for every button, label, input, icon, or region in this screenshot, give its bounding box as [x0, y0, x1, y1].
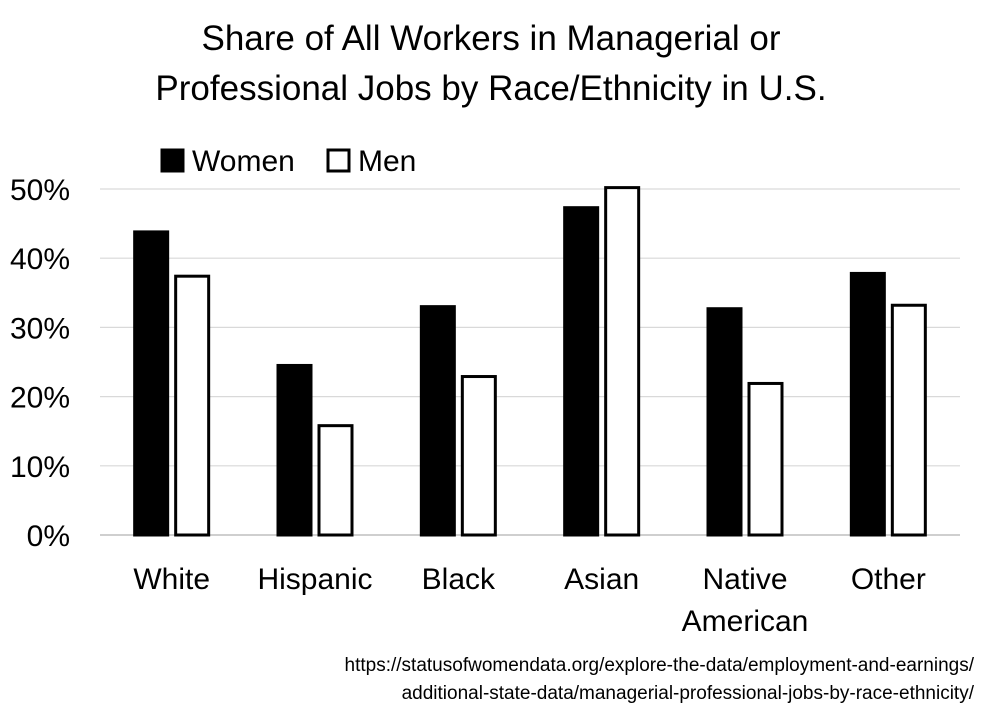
bar-women — [849, 271, 886, 537]
chart-title: Share of All Workers in Managerial or Pr… — [0, 14, 982, 114]
legend-label-women: Women — [192, 145, 295, 178]
bar-women — [419, 305, 456, 537]
bar-men — [604, 186, 641, 537]
bar-men — [174, 274, 211, 537]
y-tick-label: 20% — [10, 382, 70, 415]
bar-women — [563, 206, 600, 537]
y-tick-label: 30% — [10, 312, 70, 345]
bar-men — [890, 303, 927, 537]
bar-men — [747, 381, 784, 537]
y-tick-label: 10% — [10, 451, 70, 484]
x-tick-label: American — [682, 605, 809, 638]
y-tick-label: 50% — [10, 174, 70, 207]
bar-men — [317, 424, 354, 537]
bar-men — [460, 375, 497, 537]
source-line-1: https://statusofwomendata.org/explore-th… — [344, 655, 974, 676]
x-tick-label: Hispanic — [257, 563, 372, 596]
x-tick-label: White — [133, 563, 210, 596]
x-tick-label: Other — [851, 563, 926, 596]
y-tick-label: 0% — [27, 520, 70, 553]
chart-title-line-1: Share of All Workers in Managerial or — [201, 19, 781, 58]
bar-women — [706, 307, 743, 537]
chart-title-line-2: Professional Jobs by Race/Ethnicity in U… — [155, 69, 827, 108]
bar-women — [276, 363, 313, 537]
x-tick-label: Native — [702, 563, 787, 596]
legend-swatch-women — [160, 148, 185, 173]
x-tick-label: Asian — [564, 563, 639, 596]
source-note: https://statusofwomendata.org/explore-th… — [94, 652, 974, 708]
bar-women — [133, 230, 170, 537]
source-line-2: additional-state-data/managerial-profess… — [401, 683, 974, 704]
legend-label-men: Men — [358, 145, 416, 178]
x-tick-label: Black — [422, 563, 496, 596]
y-tick-label: 40% — [10, 243, 70, 276]
legend-swatch-men — [326, 148, 351, 173]
